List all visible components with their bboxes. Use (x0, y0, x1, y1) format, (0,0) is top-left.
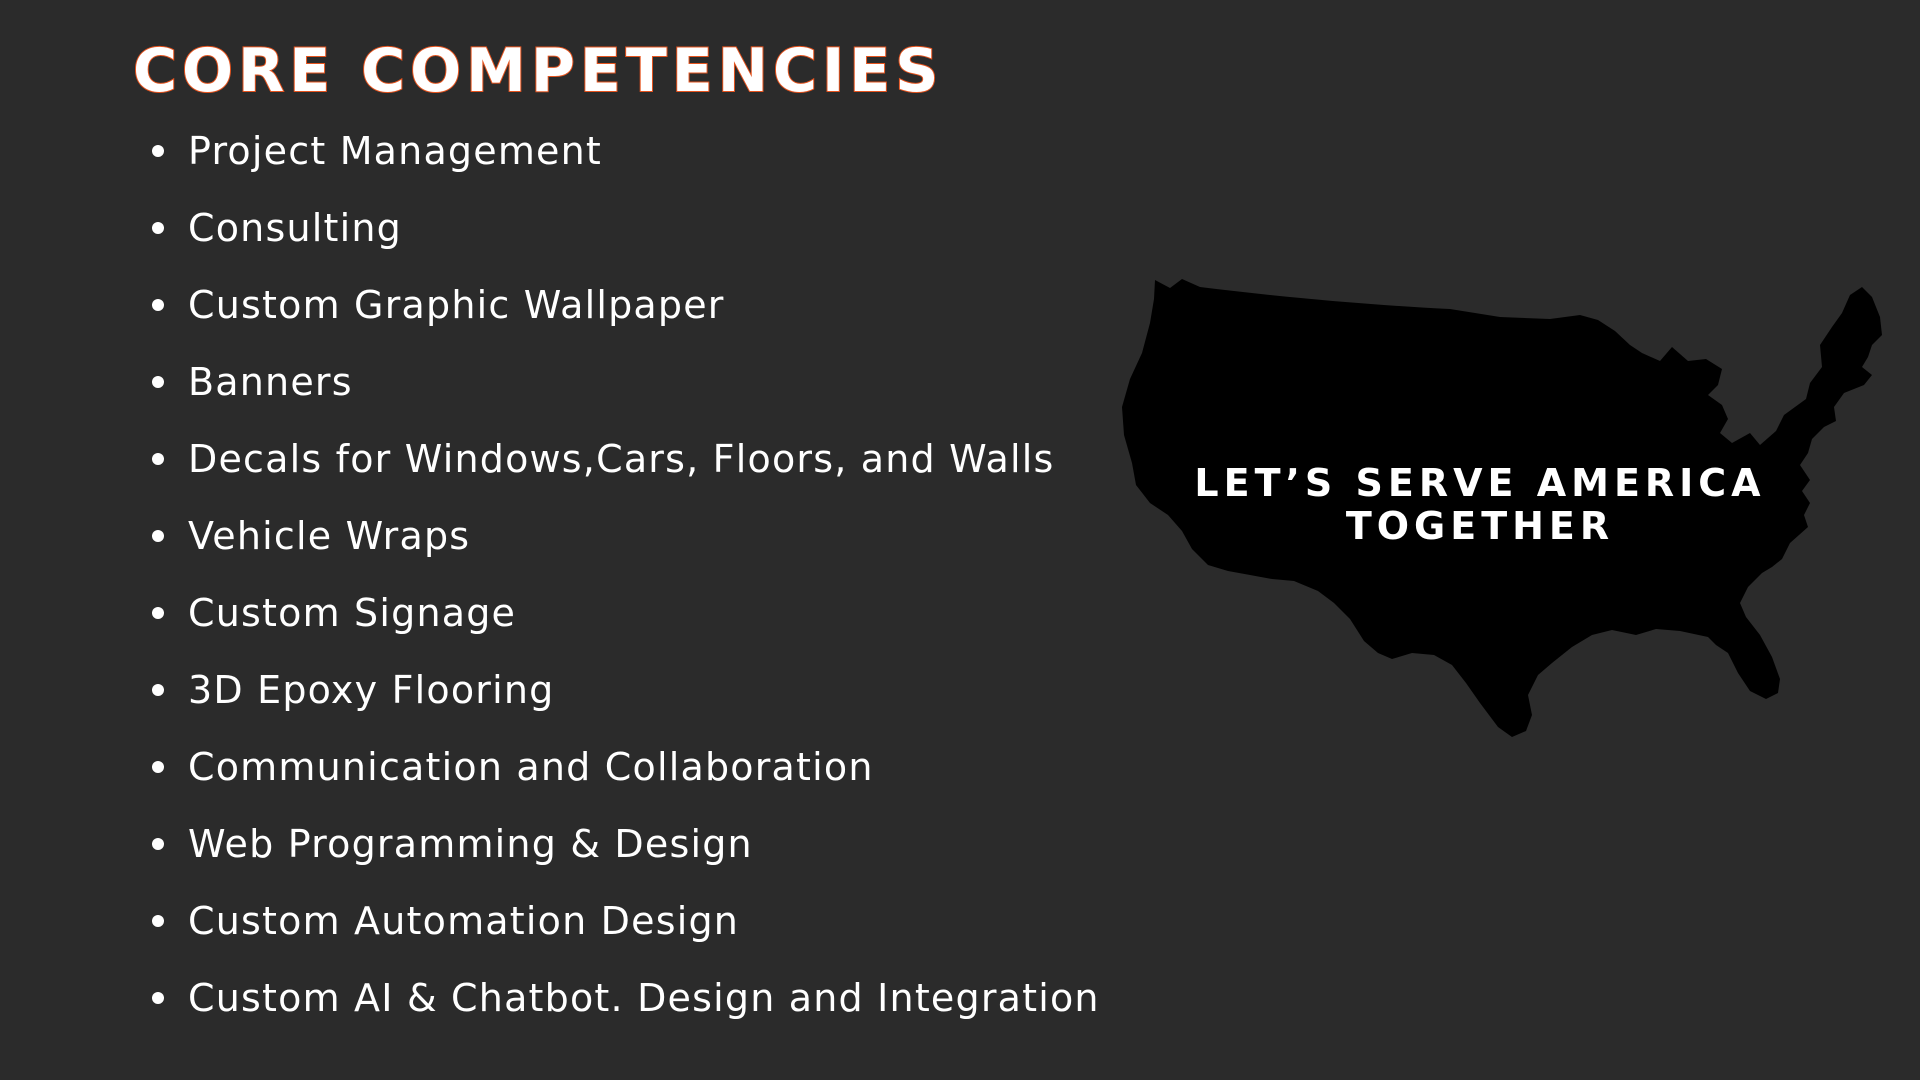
bullet-icon (152, 145, 164, 157)
usa-map-icon (1122, 279, 1882, 737)
bullet-icon (152, 838, 164, 850)
bullet-icon (152, 915, 164, 927)
list-item: Custom AI & Chatbot. Design and Integrat… (152, 967, 1100, 1044)
list-item-label: Custom Graphic Wallpaper (188, 283, 725, 327)
list-item: Custom Automation Design (152, 890, 1100, 967)
bullet-icon (152, 299, 164, 311)
map-caption-line2: TOGETHER (1345, 504, 1615, 548)
bullet-icon (152, 684, 164, 696)
bullet-icon (152, 761, 164, 773)
map-caption-line1: LET’S SERVE AMERICA (1194, 461, 1766, 505)
bullet-icon (152, 376, 164, 388)
list-item-label: Communication and Collaboration (188, 745, 874, 789)
list-item-label: Custom Automation Design (188, 899, 740, 943)
map-caption: LET’S SERVE AMERICA TOGETHER (1120, 462, 1840, 548)
list-item-label: Custom AI & Chatbot. Design and Integrat… (188, 976, 1100, 1020)
list-item-label: Vehicle Wraps (188, 514, 471, 558)
list-item: Web Programming & Design (152, 813, 1100, 890)
list-item-label: Decals for Windows,Cars, Floors, and Wal… (188, 437, 1055, 481)
list-item: Consulting (152, 197, 1100, 274)
list-item: Custom Signage (152, 582, 1100, 659)
bullet-icon (152, 992, 164, 1004)
list-item: Decals for Windows,Cars, Floors, and Wal… (152, 428, 1100, 505)
list-item-label: Banners (188, 360, 353, 404)
list-item-label: Web Programming & Design (188, 822, 753, 866)
list-item: Vehicle Wraps (152, 505, 1100, 582)
list-item: 3D Epoxy Flooring (152, 659, 1100, 736)
page-title: CORE COMPETENCIES (132, 35, 944, 107)
list-item: Custom Graphic Wallpaper (152, 274, 1100, 351)
bullet-icon (152, 453, 164, 465)
bullet-icon (152, 222, 164, 234)
list-item-label: Consulting (188, 206, 402, 250)
competencies-list: Project Management Consulting Custom Gra… (152, 120, 1100, 1044)
list-item-label: Custom Signage (188, 591, 517, 635)
bullet-icon (152, 530, 164, 542)
list-item: Communication and Collaboration (152, 736, 1100, 813)
list-item-label: Project Management (188, 129, 603, 173)
list-item: Banners (152, 351, 1100, 428)
list-item-label: 3D Epoxy Flooring (188, 668, 555, 712)
list-item: Project Management (152, 120, 1100, 197)
bullet-icon (152, 607, 164, 619)
